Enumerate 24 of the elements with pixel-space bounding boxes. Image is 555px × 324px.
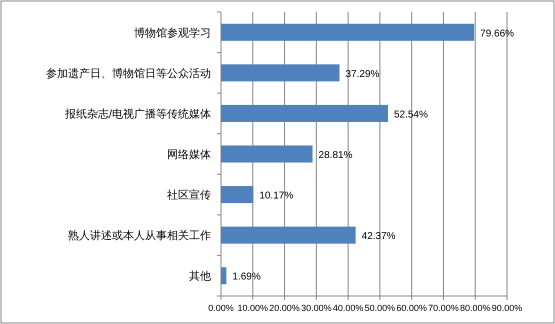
data-label: 28.81% xyxy=(318,150,353,161)
data-label: 79.66% xyxy=(480,28,514,40)
y-tick-label: 熟人讲述或本人从事相关工作 xyxy=(68,229,211,242)
data-label: 42.37% xyxy=(362,231,396,242)
x-tick-label: 90.00% xyxy=(492,303,522,313)
y-tick-label: 其他 xyxy=(189,270,211,283)
y-tick-label: 博物馆参观学习 xyxy=(134,26,211,40)
y-tick-label: 参加遗产日、博物馆日等公众活动 xyxy=(46,66,211,80)
data-label: 1.69% xyxy=(232,272,261,283)
x-tick-label: 30.00% xyxy=(301,303,332,313)
x-tick-label: 50.00% xyxy=(364,303,396,313)
data-label: 52.54% xyxy=(394,109,428,120)
x-tick-label: 70.00% xyxy=(428,303,459,313)
x-tick-label: 60.00% xyxy=(396,303,427,313)
data-label: 37.29% xyxy=(346,68,380,80)
x-tick-label: 20.00% xyxy=(269,303,300,313)
x-tick-label: 80.00% xyxy=(460,303,490,313)
y-tick-label: 报纸杂志/电视广播等传统媒体 xyxy=(64,107,211,120)
x-tick-label: 40.00% xyxy=(332,303,364,313)
data-label: 10.17% xyxy=(259,190,294,202)
y-tick-label: 社区宣传 xyxy=(167,188,211,202)
y-tick-label: 网络媒体 xyxy=(167,149,211,161)
x-tick-label: 10.00% xyxy=(238,303,268,313)
x-tick-label: 0.00% xyxy=(208,303,234,313)
